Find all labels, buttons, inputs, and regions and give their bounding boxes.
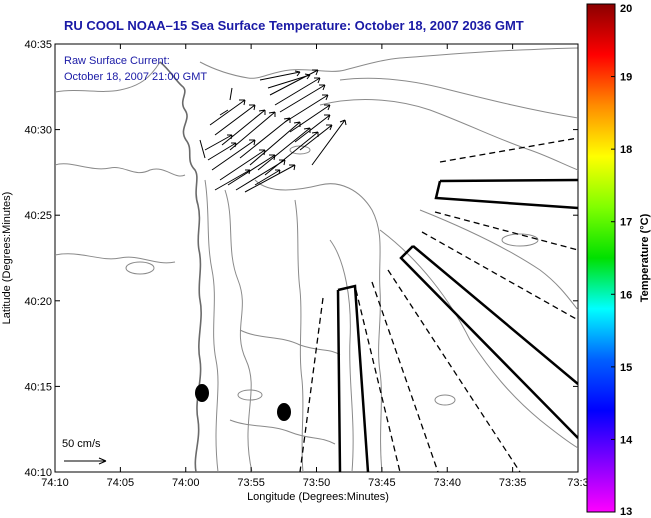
x-axis: 74:10 74:05 74:00 73:55 73:50 73:45 73:40 73:35… [41,44,589,503]
station-dot [195,384,209,402]
x-tick-label: 73:40 [433,477,461,489]
colorbar-tick-label: 15 [620,362,632,374]
x-axis-label: Longitude (Degrees:Minutes) [247,491,389,503]
current-note-line1: Raw Surface Current: [64,55,170,67]
bathymetry-contour [294,199,304,472]
y-tick-label: 40:20 [24,296,52,308]
x-tick-label: 73:35 [499,477,527,489]
y-axis: 40:35 40:30 40:25 40:20 40:15 40:10 Latitude … [1,39,578,479]
sampling-box-diagonal [399,245,578,439]
y-tick-label: 40:15 [24,381,52,393]
colorbar-gradient [586,3,616,513]
current-note-line2: October 18, 2007 21:00 GMT [64,71,207,83]
shoal-contour [237,389,263,401]
colorbar-tick-label: 14 [620,434,633,446]
y-axis-label: Latitude (Degrees:Minutes) [1,192,13,325]
y-tick-label: 40:35 [24,39,52,51]
dashed-transect-lines [299,137,578,472]
raritan-shore [55,163,186,177]
colorbar-tick-label: 17 [620,217,632,229]
shoreline-north [55,47,578,93]
bathymetry-contour [224,189,253,472]
scale-arrow [64,457,107,465]
y-tick-label: 40:25 [24,210,52,222]
colorbar-label: Temperature (°C) [639,213,651,302]
bathymetry-contour [239,329,341,356]
plot-frame [54,43,579,473]
bathymetry-contour [419,209,578,311]
surface-current-vectors [199,69,347,193]
sampling-box-south [336,284,370,472]
sampling-box-east [434,178,578,210]
scale-label: 50 cm/s [62,438,101,450]
x-tick-label: 73:55 [237,477,265,489]
map-plot-area [55,47,578,472]
bathymetry-contour [329,239,354,472]
bathymetry-contour [55,253,176,264]
colorbar-tick-label: 16 [620,289,632,301]
bathymetry-contour [204,179,219,472]
colorbar: 20 19 18 17 16 15 14 13 Temperature (°C) [586,3,651,518]
x-tick-label: 73:45 [368,477,396,489]
bathymetry-contour [339,77,578,119]
y-tick-label: 40:10 [24,467,52,479]
map-title: RU COOL NOAA–15 Sea Surface Temperature:… [64,18,524,33]
sampling-boxes [336,178,578,472]
bathymetry-contour [319,99,578,171]
coastline [159,61,202,472]
y-tick-label: 40:30 [24,125,52,137]
x-tick-label: 74:05 [107,477,135,489]
shoal-contour [434,394,456,406]
x-tick-label: 74:10 [41,477,69,489]
colorbar-tick-label: 20 [620,3,632,15]
shoal-contour [501,233,539,247]
colorbar-tick-label: 19 [620,72,632,84]
shoal-contour [125,261,155,275]
station-dot [277,403,291,421]
bathymetry-contour [254,179,383,472]
colorbar-tick-label: 18 [620,144,632,156]
colorbar-tick-label: 13 [620,506,632,518]
x-tick-label: 73:3 [567,477,588,489]
bathymetry-contour [229,419,336,445]
bathymetry-contour [379,229,578,449]
x-tick-label: 73:50 [303,477,331,489]
x-tick-label: 74:00 [172,477,200,489]
